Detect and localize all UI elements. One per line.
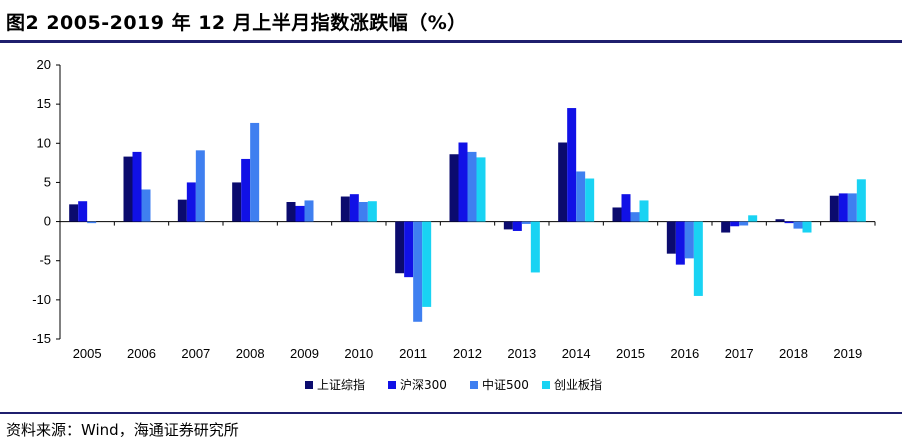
bar-2016-2	[675, 221, 685, 265]
bar-2018-4	[802, 221, 812, 233]
bar-2013-2	[512, 221, 522, 231]
x-tick-label: 2016	[670, 346, 699, 361]
x-tick-label: 2007	[181, 346, 210, 361]
chart-title: 图2 2005-2019 年 12 月上半月指数涨跌幅（%）	[6, 12, 467, 34]
legend-label: 上证综指	[317, 377, 365, 392]
bar-2017-2	[730, 221, 740, 227]
y-tick-label: 10	[37, 135, 51, 150]
y-tick-label: 5	[44, 174, 51, 189]
bar-2015-1	[612, 207, 622, 222]
bar-2017-3	[739, 221, 749, 226]
bar-2010-1	[340, 196, 350, 222]
bar-2008-3	[250, 122, 260, 222]
y-tick-label: -5	[39, 253, 51, 268]
bar-2009-1	[286, 202, 296, 222]
bar-2010-3	[358, 202, 368, 222]
x-tick-label: 2015	[616, 346, 645, 361]
bar-2014-1	[558, 142, 568, 222]
footer-divider	[0, 412, 902, 414]
bar-2005-2	[78, 201, 88, 222]
bar-2018-1	[775, 219, 785, 222]
x-tick-label: 2018	[779, 346, 808, 361]
bar-2016-1	[666, 221, 676, 254]
legend-label: 沪深300	[400, 378, 447, 392]
y-tick-label: -10	[32, 292, 51, 307]
bar-2015-4	[639, 200, 649, 222]
bar-2011-4	[422, 221, 432, 307]
bar-2008-1	[232, 182, 242, 222]
x-tick-label: 2012	[453, 346, 482, 361]
bar-2019-2	[838, 193, 848, 222]
y-tick-label: 0	[44, 214, 51, 229]
bar-2016-4	[693, 221, 703, 296]
x-tick-label: 2010	[344, 346, 373, 361]
y-tick-label: -15	[32, 331, 51, 346]
x-tick-label: 2005	[73, 346, 102, 361]
y-tick-label: 20	[37, 57, 51, 72]
bar-2007-2	[186, 182, 196, 222]
bar-2016-3	[684, 221, 694, 259]
legend-label: 创业板指	[554, 377, 602, 392]
bar-2009-3	[304, 200, 314, 222]
bar-2018-2	[784, 221, 794, 224]
bar-2007-3	[195, 150, 205, 222]
bar-2017-1	[721, 221, 731, 233]
legend-swatch	[305, 381, 313, 389]
x-tick-label: 2014	[562, 346, 591, 361]
bar-2011-3	[413, 221, 423, 322]
bar-2012-4	[476, 157, 486, 222]
title-row: 图2 2005-2019 年 12 月上半月指数涨跌幅（%）	[0, 0, 902, 40]
bar-2006-2	[132, 151, 142, 222]
bar-2013-3	[521, 221, 531, 224]
bar-2013-4	[530, 221, 540, 273]
bar-2015-2	[621, 194, 631, 222]
x-tick-label: 2006	[127, 346, 156, 361]
bar-2014-2	[567, 108, 577, 222]
x-tick-label: 2019	[833, 346, 862, 361]
legend-swatch	[542, 381, 550, 389]
bar-2017-4	[748, 215, 758, 222]
bar-2009-2	[295, 205, 305, 222]
x-tick-label: 2017	[725, 346, 754, 361]
bar-2019-3	[847, 193, 857, 222]
legend-label: 中证500	[482, 377, 529, 392]
bar-2006-1	[123, 156, 133, 222]
bar-2014-4	[585, 178, 595, 222]
source-note: 资料来源：Wind，海通证券研究所	[6, 421, 239, 439]
bar-2007-1	[177, 199, 187, 222]
legend-swatch	[470, 381, 478, 389]
bar-2015-3	[630, 212, 640, 222]
bar-2011-1	[395, 221, 405, 274]
bar-2012-2	[458, 142, 468, 222]
bar-2018-3	[793, 221, 803, 229]
bar-2014-3	[576, 171, 586, 222]
bar-2019-1	[829, 195, 839, 222]
legend-swatch	[388, 381, 396, 389]
bar-2010-2	[349, 194, 359, 222]
bar-2012-3	[467, 151, 477, 222]
x-tick-label: 2011	[399, 346, 427, 361]
x-tick-label: 2008	[236, 346, 265, 361]
title-divider	[0, 40, 902, 43]
x-tick-label: 2009	[290, 346, 319, 361]
bar-2011-2	[404, 221, 414, 278]
bar-2006-3	[141, 189, 151, 222]
bar-2008-2	[241, 158, 251, 222]
x-tick-label: 2013	[507, 346, 536, 361]
bar-2005-3	[87, 221, 97, 224]
bar-2005-1	[69, 204, 79, 222]
y-tick-label: 15	[37, 96, 51, 111]
bar-2010-4	[367, 201, 377, 222]
bar-2019-4	[856, 179, 866, 222]
bar-2013-1	[503, 221, 513, 230]
bar-2012-1	[449, 154, 459, 222]
